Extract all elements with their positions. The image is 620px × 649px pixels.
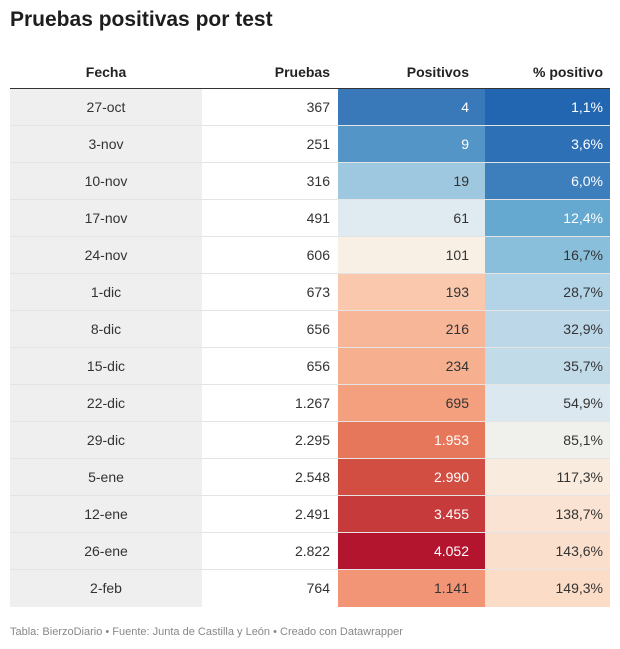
cell-positivos: 234 [338,348,485,384]
cell-positivos: 1.953 [338,422,485,458]
cell-porcentaje-positivo: 12,4% [485,200,610,236]
cell-porcentaje-positivo: 1,1% [485,89,610,125]
cell-pruebas: 764 [306,580,330,596]
cell-pruebas: 2.822 [294,543,330,559]
cell-fecha: 3-nov [10,126,202,162]
cell-pruebas: 1.267 [294,395,330,411]
cell-positivos: 4 [338,89,485,125]
table-row: 15-dic 656 234 35,7% [10,348,610,385]
cell-positivos: 2.990 [338,459,485,495]
table-row: 5-ene 2.548 2.990 117,3% [10,459,610,496]
cell-positivos: 695 [338,385,485,421]
cell-pruebas: 2.491 [294,506,330,522]
table-row: 29-dic 2.295 1.953 85,1% [10,422,610,459]
cell-positivos: 61 [338,200,485,236]
table-body: 27-oct 367 4 1,1% 3-nov 251 9 3,6% 10-nov 316 19 6,… [10,89,610,607]
cell-porcentaje-positivo: 54,9% [485,385,610,421]
data-table: Fecha Pruebas Positivos % positivo 27-oc… [10,55,610,607]
cell-positivos: 1.141 [338,570,485,607]
cell-fecha: 10-nov [10,163,202,199]
cell-porcentaje-positivo: 16,7% [485,237,610,273]
cell-pruebas: 367 [306,99,330,115]
table-row: 1-dic 673 193 28,7% [10,274,610,311]
cell-fecha: 22-dic [10,385,202,421]
cell-fecha: 8-dic [10,311,202,347]
cell-positivos: 4.052 [338,533,485,569]
table-row: 3-nov 251 9 3,6% [10,126,610,163]
table-header: Fecha Pruebas Positivos % positivo [10,55,610,89]
cell-porcentaje-positivo: 32,9% [485,311,610,347]
cell-fecha: 12-ene [10,496,202,532]
cell-pruebas: 251 [306,136,330,152]
table-row: 27-oct 367 4 1,1% [10,89,610,126]
table-row: 26-ene 2.822 4.052 143,6% [10,533,610,570]
header-positivos[interactable]: Positivos [406,63,469,80]
table-row: 8-dic 656 216 32,9% [10,311,610,348]
table-row: 12-ene 2.491 3.455 138,7% [10,496,610,533]
cell-fecha: 27-oct [10,89,202,125]
header-fecha[interactable]: Fecha [85,63,127,80]
cell-porcentaje-positivo: 3,6% [485,126,610,162]
cell-fecha: 15-dic [10,348,202,384]
table-row: 17-nov 491 61 12,4% [10,200,610,237]
cell-porcentaje-positivo: 143,6% [485,533,610,569]
cell-pruebas: 316 [306,173,330,189]
cell-pruebas: 2.295 [294,432,330,448]
cell-positivos: 9 [338,126,485,162]
cell-fecha: 24-nov [10,237,202,273]
cell-positivos: 3.455 [338,496,485,532]
cell-pruebas: 673 [306,284,330,300]
cell-fecha: 1-dic [10,274,202,310]
table-row: 2-feb 764 1.141 149,3% [10,570,610,607]
table-row: 10-nov 316 19 6,0% [10,163,610,200]
cell-pruebas: 606 [306,247,330,263]
cell-porcentaje-positivo: 138,7% [485,496,610,532]
table-row: 22-dic 1.267 695 54,9% [10,385,610,422]
cell-pruebas: 491 [306,210,330,226]
header-porcentaje-positivo[interactable]: % positivo [532,63,603,80]
cell-fecha: 17-nov [10,200,202,236]
cell-porcentaje-positivo: 117,3% [485,459,610,495]
cell-porcentaje-positivo: 149,3% [485,570,610,607]
cell-porcentaje-positivo: 35,7% [485,348,610,384]
cell-porcentaje-positivo: 85,1% [485,422,610,458]
cell-fecha: 26-ene [10,533,202,569]
table-row: 24-nov 606 101 16,7% [10,237,610,274]
cell-positivos: 216 [338,311,485,347]
cell-porcentaje-positivo: 6,0% [485,163,610,199]
cell-fecha: 2-feb [10,570,202,607]
cell-pruebas: 656 [306,358,330,374]
footer-credits: Tabla: BierzoDiario • Fuente: Junta de C… [10,626,403,638]
page-title: Pruebas positivas por test [10,8,273,31]
cell-positivos: 101 [338,237,485,273]
header-pruebas[interactable]: Pruebas [274,63,330,80]
cell-positivos: 19 [338,163,485,199]
cell-pruebas: 656 [306,321,330,337]
cell-pruebas: 2.548 [294,469,330,485]
cell-positivos: 193 [338,274,485,310]
cell-fecha: 5-ene [10,459,202,495]
cell-porcentaje-positivo: 28,7% [485,274,610,310]
cell-fecha: 29-dic [10,422,202,458]
